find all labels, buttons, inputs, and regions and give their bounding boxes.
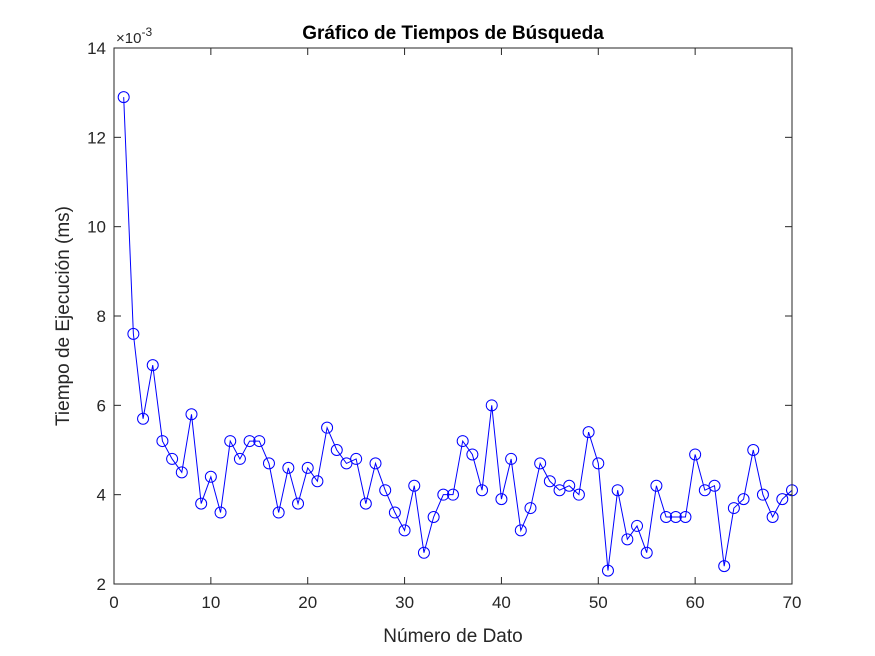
data-point bbox=[243, 435, 256, 448]
data-point bbox=[301, 461, 314, 474]
data-point bbox=[253, 435, 266, 448]
data-point bbox=[146, 359, 159, 372]
data-point bbox=[553, 484, 566, 497]
data-point bbox=[582, 426, 595, 439]
chart-title: Gráfico de Tiempos de Búsqueda bbox=[302, 23, 604, 44]
data-point bbox=[156, 435, 169, 448]
data-point bbox=[534, 457, 547, 470]
data-point bbox=[737, 493, 750, 506]
data-point bbox=[727, 502, 740, 515]
data-point bbox=[776, 493, 789, 506]
y-tick-label: 12 bbox=[87, 128, 106, 147]
data-point bbox=[621, 533, 634, 546]
data-point bbox=[175, 466, 188, 479]
x-tick-label: 70 bbox=[783, 593, 802, 612]
data-point bbox=[524, 502, 537, 515]
data-point bbox=[689, 448, 702, 461]
data-point bbox=[669, 511, 682, 523]
y-tick-label: 14 bbox=[87, 39, 106, 58]
data-point bbox=[611, 484, 624, 497]
data-point bbox=[495, 493, 508, 506]
data-point bbox=[640, 546, 653, 559]
data-point bbox=[388, 506, 401, 519]
data-point bbox=[350, 452, 363, 465]
x-axis-label: Número de Dato bbox=[383, 626, 522, 647]
data-point bbox=[476, 484, 489, 497]
data-point bbox=[437, 488, 450, 501]
data-point bbox=[340, 457, 353, 470]
data-point bbox=[679, 511, 692, 523]
data-point bbox=[292, 497, 305, 510]
data-point bbox=[505, 452, 518, 465]
y-exponent-label: ×10-3 bbox=[116, 25, 152, 47]
data-point bbox=[631, 519, 644, 532]
data-point bbox=[408, 479, 421, 492]
data-point bbox=[747, 444, 760, 456]
data-point bbox=[214, 506, 227, 519]
data-point bbox=[262, 457, 275, 470]
data-point bbox=[398, 524, 411, 537]
data-point bbox=[330, 444, 343, 456]
y-axis-label: Tiempo de Ejecución (ms) bbox=[53, 206, 74, 426]
data-point bbox=[185, 408, 198, 421]
data-point bbox=[127, 327, 140, 340]
plot-frame bbox=[113, 47, 793, 585]
data-point bbox=[543, 475, 556, 488]
data-point bbox=[660, 511, 673, 523]
data-point bbox=[166, 452, 179, 465]
data-point bbox=[456, 435, 469, 448]
x-tick-label: 60 bbox=[686, 593, 705, 612]
series-layer bbox=[117, 91, 798, 577]
data-point bbox=[601, 564, 614, 577]
data-point bbox=[117, 91, 130, 104]
data-point bbox=[417, 546, 430, 559]
x-tick-label: 20 bbox=[298, 593, 317, 612]
data-point bbox=[369, 457, 382, 470]
data-point bbox=[379, 484, 392, 497]
data-point bbox=[224, 435, 237, 448]
data-point bbox=[282, 461, 295, 474]
data-point bbox=[427, 511, 440, 523]
x-tick-label: 40 bbox=[492, 593, 511, 612]
x-tick-label: 50 bbox=[589, 593, 608, 612]
data-point bbox=[311, 475, 324, 488]
x-tick-label: 0 bbox=[109, 593, 118, 612]
y-tick-label: 6 bbox=[97, 396, 106, 415]
data-point bbox=[650, 479, 663, 492]
series-line bbox=[123, 97, 793, 571]
data-point bbox=[195, 497, 208, 510]
plot-area bbox=[114, 48, 792, 584]
data-point bbox=[204, 470, 217, 483]
data-point bbox=[485, 399, 498, 412]
y-tick-label: 4 bbox=[97, 486, 106, 505]
data-point bbox=[321, 421, 334, 434]
y-tick-label: 10 bbox=[87, 218, 106, 237]
y-tick-label: 8 bbox=[97, 307, 106, 326]
data-point bbox=[718, 560, 731, 573]
data-point bbox=[756, 488, 769, 501]
data-point bbox=[514, 524, 527, 537]
data-point bbox=[137, 412, 150, 425]
x-tick-label: 10 bbox=[201, 593, 220, 612]
data-point bbox=[359, 497, 372, 510]
data-point bbox=[572, 488, 585, 501]
data-point bbox=[272, 506, 285, 519]
x-tick-label: 30 bbox=[395, 593, 414, 612]
data-point bbox=[766, 511, 779, 523]
data-point bbox=[708, 479, 721, 492]
ticks-layer: 0 10 20 30 40 50 60 70 2 4 6 8 10 12 14 bbox=[87, 39, 801, 612]
data-point bbox=[447, 488, 459, 501]
data-point bbox=[466, 448, 479, 461]
data-point bbox=[592, 457, 605, 470]
y-exponent-base: ×10 bbox=[116, 30, 141, 47]
data-point bbox=[563, 479, 576, 492]
data-point bbox=[233, 452, 246, 465]
data-point bbox=[698, 484, 711, 497]
y-exponent-power: -3 bbox=[141, 25, 152, 39]
y-tick-label: 2 bbox=[97, 575, 106, 594]
